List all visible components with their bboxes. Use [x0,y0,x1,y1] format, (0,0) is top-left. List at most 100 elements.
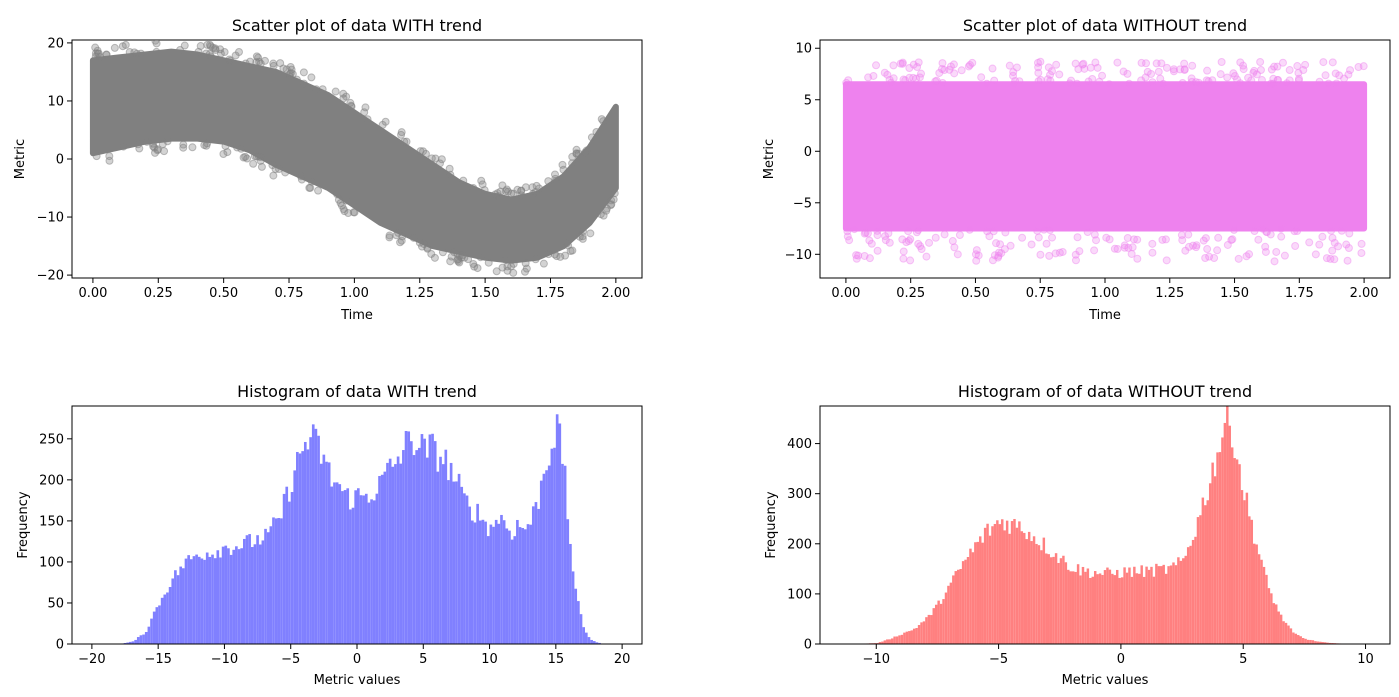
scatter-point [1048,233,1057,242]
histogram-bar [959,568,962,644]
scatter-point [1203,66,1212,75]
scatter-point [1074,65,1083,74]
scatter-point [1071,250,1080,259]
scatter-point [864,73,873,82]
histogram-bar [1089,577,1092,644]
histogram-bar [917,625,921,644]
histogram-bar [1228,425,1231,644]
scatter-point [1278,58,1287,67]
scatter-point [869,71,878,80]
histogram-bar [986,523,989,644]
histogram-bar [1169,565,1173,644]
scatter-point [1277,232,1286,241]
histogram-bar [174,570,177,644]
histogram-bar [942,599,945,644]
scatter-point [1230,71,1239,80]
histogram-bar [1204,505,1207,644]
scatter-point [913,62,922,71]
scatter-point [1210,253,1219,262]
histogram-bar [1003,530,1006,644]
x-tick-label: −20 [78,652,105,667]
x-tick-label: 0.50 [961,286,990,301]
panel-title: Histogram of of data WITHOUT trend [958,382,1252,401]
histogram-bar [1226,405,1229,644]
scatter-point [1305,238,1314,247]
histogram-bar [126,642,129,644]
scatter-point [446,170,455,179]
scatter-point [592,127,601,136]
y-axis: −10 −5 0 5 10 [785,42,820,263]
scatter-point [1239,61,1248,70]
scatter-point [931,77,940,86]
scatter-point [1073,79,1082,88]
scatter-point [1071,256,1080,265]
scatter-point [995,248,1004,257]
scatter-point [1282,79,1291,88]
histogram-bar [592,641,596,644]
scatter-point [977,73,986,82]
x-tick-label: −10 [863,652,890,667]
histogram-bar [293,470,297,644]
histogram-bar [131,641,135,644]
histogram-bar [486,536,490,644]
histogram-bar [460,486,464,644]
x-tick-label: 1.00 [340,286,369,301]
histogram-bar [290,492,294,644]
histogram-bar [1086,568,1090,644]
scatter-point [142,137,151,146]
y-tick-label: 300 [787,487,812,502]
histogram-bar [1250,519,1254,644]
scatter-point [1042,239,1051,248]
histogram-bar [1040,550,1043,644]
scatter-point [1343,256,1352,265]
scatter-point [1091,58,1100,67]
histogram-bar [505,528,509,644]
scatter-point [1071,59,1080,68]
scatter-point [312,85,321,94]
scatter-point [917,69,926,78]
scatter-point [1045,251,1054,260]
histogram-bar [1067,569,1070,644]
scatter-point [599,211,608,220]
scatter-point [1055,70,1064,79]
scatter-point [105,152,114,161]
histogram-bar [1130,576,1134,644]
scatter-point [1034,63,1043,72]
histogram-bar [243,538,246,644]
x-axis-label: Metric values [314,673,401,688]
scatter-point [381,117,390,126]
scatter-point [435,159,444,168]
scatter-point [502,185,511,194]
histogram-bar [598,642,601,644]
scatter-point [216,49,225,58]
scatter-point [1273,62,1282,71]
scatter-point [1223,240,1232,249]
histogram-bar [364,493,368,644]
y-tick-label: 0 [56,638,64,653]
histogram-bar [266,532,270,644]
histogram-bar [497,523,501,644]
histogram-bar [415,450,418,644]
histogram-bar [1206,500,1209,644]
scatter-point [610,189,619,198]
scatter-point [1205,252,1214,261]
scatter-point [887,78,896,87]
scatter-point [1321,71,1330,80]
histogram-bar [1164,573,1168,644]
histogram-bar [518,527,522,644]
histogram-bar [473,522,477,644]
scatter-point [1065,79,1074,88]
histogram-bar [314,428,318,644]
histogram-bar [203,559,206,644]
histogram-bar [197,556,201,644]
scatter-points [842,57,1368,266]
scatter-point [974,251,983,260]
scatter-point [912,74,921,83]
scatter-point [914,239,923,248]
x-tick-label: 0.25 [896,286,925,301]
histogram-bar [883,640,887,644]
histogram-bar [949,582,953,644]
histogram-bar [910,630,913,644]
scatter-point [880,68,889,77]
scatter-point [1018,233,1027,242]
